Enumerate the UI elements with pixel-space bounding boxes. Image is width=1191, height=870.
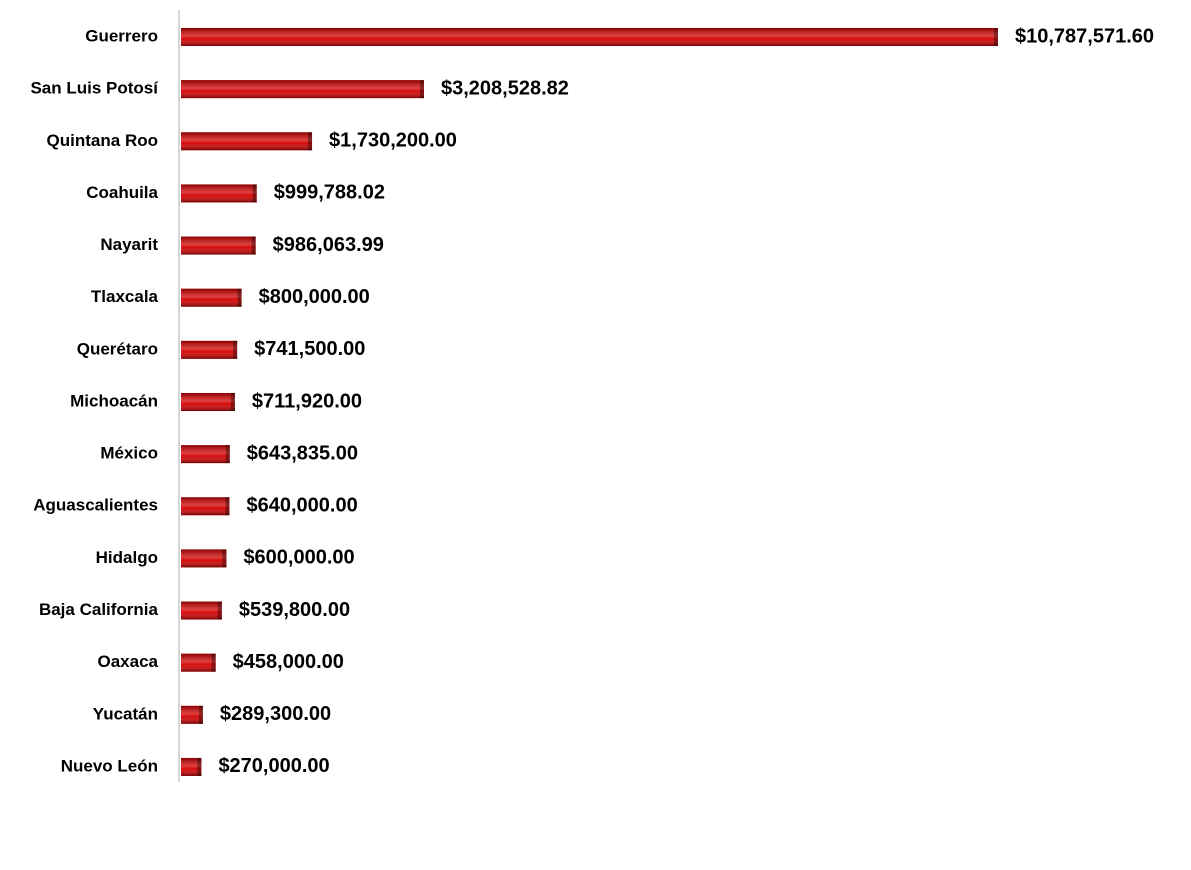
category-label: San Luis Potosí [30, 79, 159, 98]
value-label: $800,000.00 [259, 286, 370, 308]
bar-cap [994, 28, 998, 46]
category-label: Nayarit [100, 235, 158, 254]
category-label: Aguascalientes [33, 496, 158, 515]
category-label: México [100, 444, 158, 463]
bar-shine [181, 184, 257, 203]
value-label: $10,787,571.60 [1015, 25, 1154, 47]
bar-cap [217, 601, 222, 620]
category-label: Yucatán [93, 704, 158, 723]
bar-shine [181, 392, 235, 411]
bar-cap [197, 757, 202, 776]
value-label: $289,300.00 [220, 703, 331, 725]
category-label: Querétaro [77, 339, 158, 358]
category-label: Michoacán [70, 391, 158, 410]
bar-cap [198, 705, 203, 724]
value-label: $270,000.00 [218, 755, 329, 777]
bar-cap [230, 392, 235, 411]
category-label: Quintana Roo [47, 131, 158, 150]
bar-cap [233, 340, 238, 359]
bar-cap [237, 288, 242, 307]
bar-cap [419, 80, 424, 99]
bar-shine [181, 28, 998, 46]
bar-shine [181, 653, 216, 672]
category-label: Hidalgo [96, 548, 158, 567]
value-label: $640,000.00 [246, 495, 357, 517]
value-label: $643,835.00 [247, 442, 358, 464]
category-label: Nuevo León [61, 756, 158, 775]
bar-cap [225, 497, 230, 516]
value-label: $711,920.00 [252, 390, 362, 412]
bar-shine [181, 132, 313, 151]
value-label: $600,000.00 [243, 547, 354, 569]
bar-shine [181, 497, 230, 516]
value-label: $458,000.00 [233, 651, 344, 673]
bar-shine [181, 757, 202, 776]
bar-shine [181, 705, 203, 724]
category-label: Oaxaca [98, 652, 159, 671]
category-label: Baja California [39, 600, 159, 619]
category-label: Guerrero [85, 26, 158, 45]
bar-shine [181, 80, 424, 99]
bar-shine [181, 288, 242, 307]
value-label: $539,800.00 [239, 599, 350, 621]
category-label: Tlaxcala [91, 287, 159, 306]
bar-shine [181, 445, 230, 464]
bar-cap [308, 132, 313, 151]
bar-shine [181, 549, 227, 568]
bar-shine [181, 601, 222, 620]
value-label: $741,500.00 [254, 338, 365, 360]
bar-cap [252, 184, 257, 203]
value-label: $3,208,528.82 [441, 77, 569, 99]
bar-cap [222, 549, 227, 568]
value-label: $999,788.02 [274, 182, 385, 204]
category-label: Coahuila [86, 183, 158, 202]
value-label: $986,063.99 [273, 234, 384, 256]
bar-shine [181, 236, 256, 255]
bar-cap [225, 445, 230, 464]
value-label: $1,730,200.00 [329, 130, 457, 152]
bar-cap [211, 653, 216, 672]
bar-shine [181, 340, 238, 359]
bar-cap [251, 236, 256, 255]
